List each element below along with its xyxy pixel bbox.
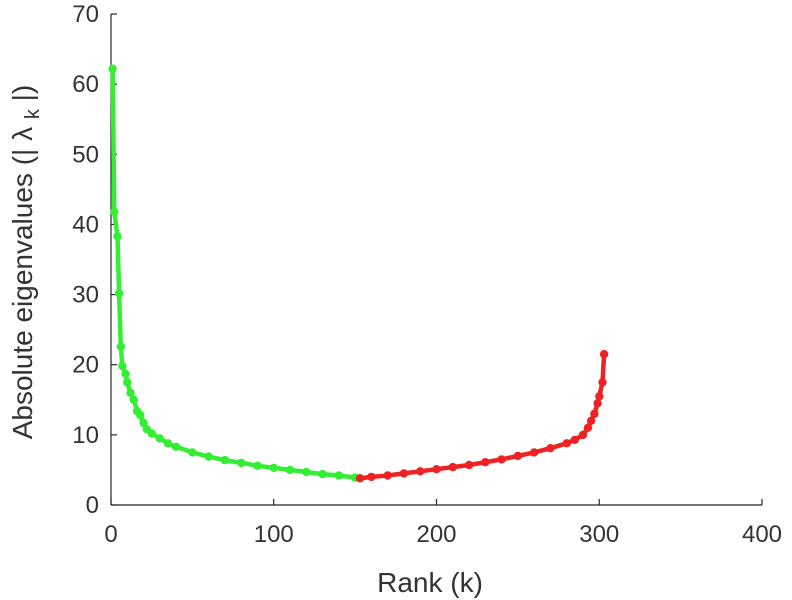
y-axis-title-close: |) (7, 85, 38, 102)
data-point (116, 342, 126, 351)
data-point (546, 444, 555, 453)
tick-labels: 0 100 200 300 400 0 10 20 30 40 50 60 70 (72, 1, 782, 548)
data-point (155, 434, 164, 443)
data-point (334, 471, 344, 480)
y-axis-title-subscript: k (22, 108, 44, 119)
y-tick-label: 50 (72, 141, 99, 168)
y-tick-label: 20 (72, 352, 99, 379)
data-point (530, 448, 539, 457)
axes (110, 13, 763, 506)
data-point (118, 361, 127, 371)
series-line (110, 66, 363, 481)
data-point (126, 388, 135, 397)
data-point (595, 392, 604, 401)
data-point (163, 439, 173, 448)
data-point (269, 463, 278, 472)
data-point (204, 452, 213, 461)
data-point (586, 416, 596, 425)
data-point (416, 467, 425, 476)
data-point (367, 472, 376, 482)
series-red (355, 350, 609, 483)
data-point (432, 465, 441, 474)
y-axis-title: Absolute eigenvalues (| λ k |) (7, 85, 45, 440)
data-point (570, 435, 579, 444)
x-tick-label: 100 (254, 521, 294, 548)
y-tick-label: 0 (86, 492, 99, 519)
data-point (129, 395, 138, 404)
data-point (123, 378, 132, 387)
data-point (590, 409, 599, 418)
series-layer (108, 64, 609, 483)
data-point (171, 442, 181, 451)
data-point (513, 451, 523, 461)
data-point (448, 462, 457, 472)
data-point (318, 469, 327, 479)
data-point (593, 399, 602, 408)
data-point (113, 232, 122, 241)
data-point (583, 423, 593, 432)
data-point (147, 429, 156, 438)
data-point (285, 465, 295, 475)
data-point (464, 460, 474, 470)
data-point (399, 469, 409, 478)
data-point (108, 64, 117, 73)
data-point (139, 418, 148, 428)
series-green (108, 64, 365, 483)
data-point (188, 448, 197, 457)
data-point (578, 430, 588, 440)
data-point (136, 411, 145, 420)
data-point (114, 289, 124, 298)
data-point (481, 458, 490, 467)
data-point (110, 207, 119, 216)
y-tick-label: 30 (72, 282, 99, 309)
data-point (220, 455, 230, 465)
y-tick-label: 70 (72, 1, 99, 28)
data-point (237, 458, 246, 468)
data-point (598, 378, 607, 387)
data-point (497, 455, 506, 464)
x-tick-label: 200 (416, 521, 456, 548)
y-axis-title-symbol: λ (7, 127, 38, 141)
data-point (253, 461, 262, 470)
data-point (383, 471, 392, 480)
x-tick-label: 400 (742, 521, 782, 548)
data-point (599, 350, 609, 359)
data-point (121, 369, 130, 378)
data-point (302, 467, 311, 477)
x-tick-label: 0 (104, 521, 117, 548)
data-point (355, 474, 365, 483)
y-tick-label: 10 (72, 422, 99, 449)
y-tick-label: 60 (72, 71, 99, 98)
x-axis-title: Rank (k) (377, 567, 483, 598)
y-axis-title-main: Absolute eigenvalues (| (7, 149, 38, 440)
x-tick-label: 300 (579, 521, 619, 548)
data-point (562, 439, 571, 448)
y-tick-label: 40 (72, 211, 99, 238)
